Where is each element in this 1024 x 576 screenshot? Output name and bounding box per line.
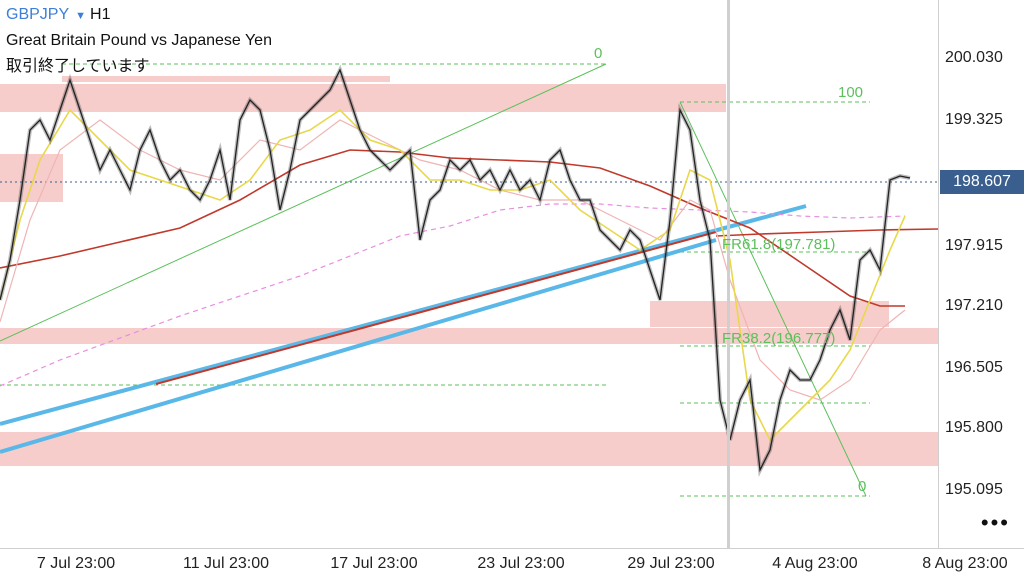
time-label: 7 Jul 23:00 — [36, 555, 116, 572]
symbol-description: Great Britain Pound vs Japanese Yen — [6, 32, 272, 49]
time-axis[interactable]: 7 Jul 23:00 11 Jul 23:00 17 Jul 23:00 23… — [0, 548, 1024, 576]
timeframe-label[interactable]: H1 — [90, 6, 111, 23]
trendlines — [0, 204, 807, 454]
ma-red-right — [715, 228, 939, 237]
fib-lower-fr38: FR38.2(196.777) — [722, 330, 835, 347]
symbol-header[interactable]: GBPJPY ▼ H1 — [6, 6, 110, 24]
price-label: 200.030 — [945, 49, 1003, 66]
time-label: 17 Jul 23:00 — [330, 555, 418, 572]
more-dots-icon[interactable]: ••• — [980, 510, 1010, 535]
time-label: 23 Jul 23:00 — [477, 555, 565, 572]
zone-top-wide — [0, 84, 726, 112]
trendline-blue-lower — [0, 238, 717, 454]
zone-left — [0, 154, 63, 202]
price-line — [0, 68, 911, 473]
price-series — [0, 64, 911, 477]
fib-lower — [679, 101, 870, 497]
fib-lower-level-100: 100 — [838, 84, 863, 101]
trendline-red — [155, 231, 717, 385]
price-chart[interactable]: 0 100 FR61.8(197.781) FR38.2(196.777) 0 — [0, 0, 939, 548]
triangle-down-icon[interactable]: ▼ — [75, 10, 87, 22]
time-label: 8 Aug 23:00 — [922, 555, 1008, 572]
zone-top-small — [62, 76, 390, 82]
fib-upper-level-0: 0 — [594, 45, 602, 62]
time-label: 11 Jul 23:00 — [183, 555, 269, 572]
zone-right — [650, 301, 889, 327]
ma-yellow — [0, 108, 906, 442]
symbol-name[interactable]: GBPJPY — [6, 6, 70, 23]
fib-lower-level-0: 0 — [858, 478, 866, 495]
cursor-vertical-line — [727, 0, 730, 548]
price-label: 195.095 — [945, 481, 1003, 498]
price-axis[interactable]: 200.030 199.325 198.607 197.915 197.210 … — [938, 0, 1024, 548]
zone-mid — [0, 328, 938, 344]
zones — [0, 76, 938, 466]
time-label: 4 Aug 23:00 — [772, 555, 858, 572]
fib-upper — [0, 63, 607, 386]
price-label: 197.210 — [945, 297, 1003, 314]
time-label: 29 Jul 23:00 — [627, 555, 715, 572]
market-status: 取引終了しています — [6, 58, 150, 75]
chart-area[interactable]: 0 100 FR61.8(197.781) FR38.2(196.777) 0 … — [0, 0, 939, 548]
fib-lower-fr61: FR61.8(197.781) — [722, 236, 835, 253]
ma-pink-dashed — [0, 203, 906, 387]
ma-red-long — [0, 149, 905, 307]
current-price-badge: 198.607 — [940, 170, 1024, 194]
price-label: 199.325 — [945, 111, 1003, 128]
fib-upper-diagonal — [0, 63, 607, 342]
zone-bottom — [0, 432, 938, 466]
price-label: 197.915 — [945, 237, 1003, 254]
price-label: 196.505 — [945, 359, 1003, 376]
trendline-blue-upper — [0, 204, 807, 426]
fib-lower-diagonal — [679, 101, 867, 497]
price-label: 195.800 — [945, 419, 1003, 436]
